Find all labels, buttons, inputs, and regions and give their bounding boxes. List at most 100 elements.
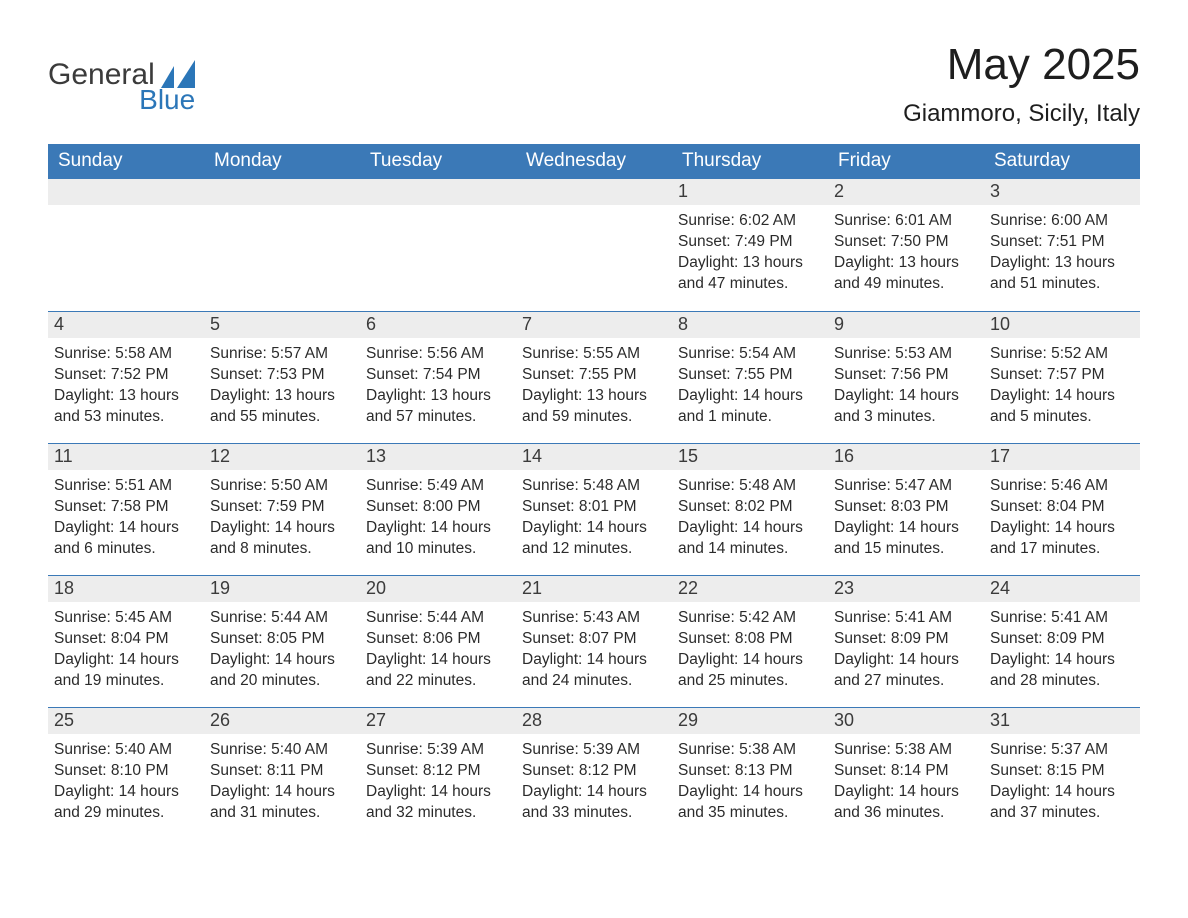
calendar-day: 28Sunrise: 5:39 AMSunset: 8:12 PMDayligh… [516, 708, 672, 834]
day-number: 5 [204, 312, 360, 338]
calendar-day: 13 Sunrise: 5:49 AMSunset: 8:00 PMDayligh… [360, 444, 516, 570]
sunrise-line: Sunrise: 5:48 AM [678, 476, 822, 497]
sunrise-line: Sunrise: 5:41 AM [990, 608, 1134, 629]
calendar-week: 25Sunrise: 5:40 AMSunset: 8:10 PMDayligh… [48, 707, 1140, 839]
calendar-day: 21Sunrise: 5:43 AMSunset: 8:07 PMDayligh… [516, 576, 672, 702]
calendar-day: 8Sunrise: 5:54 AMSunset: 7:55 PMDaylight… [672, 312, 828, 438]
day-number: 14 [516, 444, 672, 470]
weekday-header: Monday [204, 144, 360, 179]
sunrise-line: Sunrise: 5:40 AM [54, 740, 198, 761]
sunset-line: Sunset: 7:57 PM [990, 365, 1134, 386]
calendar-day: 22Sunrise: 5:42 AMSunset: 8:08 PMDayligh… [672, 576, 828, 702]
calendar-day: 1Sunrise: 6:02 AMSunset: 7:49 PMDaylight… [672, 179, 828, 305]
sunrise-line: Sunrise: 5:39 AM [522, 740, 666, 761]
day-number: 10 [984, 312, 1140, 338]
calendar-day: 2Sunrise: 6:01 AMSunset: 7:50 PMDaylight… [828, 179, 984, 305]
daylight-line: Daylight: 14 hours and 33 minutes. [522, 782, 666, 824]
sunrise-line: Sunrise: 5:38 AM [834, 740, 978, 761]
calendar-day: 15Sunrise: 5:48 AMSunset: 8:02 PMDayligh… [672, 444, 828, 570]
title-block: May 2025 Giammoro, Sicily, Italy [903, 40, 1140, 128]
day-number [48, 179, 204, 205]
sunset-line: Sunset: 8:09 PM [834, 629, 978, 650]
sunset-line: Sunset: 8:05 PM [210, 629, 354, 650]
daylight-line: Daylight: 14 hours and 31 minutes. [210, 782, 354, 824]
day-number: 7 [516, 312, 672, 338]
daylight-line: Daylight: 14 hours and 10 minutes. [366, 518, 510, 560]
calendar-week: 1Sunrise: 6:02 AMSunset: 7:49 PMDaylight… [48, 179, 1140, 311]
day-number: 18 [48, 576, 204, 602]
day-number: 6 [360, 312, 516, 338]
daylight-line: Daylight: 14 hours and 19 minutes. [54, 650, 198, 692]
daylight-line: Daylight: 14 hours and 25 minutes. [678, 650, 822, 692]
day-number [516, 179, 672, 205]
calendar-day: 23Sunrise: 5:41 AMSunset: 8:09 PMDayligh… [828, 576, 984, 702]
daylight-line: Daylight: 13 hours and 59 minutes. [522, 386, 666, 428]
sunrise-line: Sunrise: 5:50 AM [210, 476, 354, 497]
calendar-day: 14Sunrise: 5:48 AMSunset: 8:01 PMDayligh… [516, 444, 672, 570]
sunset-line: Sunset: 8:03 PM [834, 497, 978, 518]
day-number: 16 [828, 444, 984, 470]
daylight-line: Daylight: 14 hours and 5 minutes. [990, 386, 1134, 428]
daylight-line: Daylight: 14 hours and 15 minutes. [834, 518, 978, 560]
sunrise-line: Sunrise: 5:52 AM [990, 344, 1134, 365]
sunrise-line: Sunrise: 5:44 AM [366, 608, 510, 629]
sunset-line: Sunset: 8:01 PM [522, 497, 666, 518]
calendar: SundayMondayTuesdayWednesdayThursdayFrid… [48, 144, 1140, 839]
day-number: 19 [204, 576, 360, 602]
calendar-day: 9Sunrise: 5:53 AMSunset: 7:56 PMDaylight… [828, 312, 984, 438]
sunset-line: Sunset: 8:00 PM [366, 497, 510, 518]
daylight-line: Daylight: 14 hours and 8 minutes. [210, 518, 354, 560]
day-number: 8 [672, 312, 828, 338]
calendar-day: 17Sunrise: 5:46 AMSunset: 8:04 PMDayligh… [984, 444, 1140, 570]
day-number [204, 179, 360, 205]
calendar-day: 25Sunrise: 5:40 AMSunset: 8:10 PMDayligh… [48, 708, 204, 834]
calendar-day: 6Sunrise: 5:56 AMSunset: 7:54 PMDaylight… [360, 312, 516, 438]
location-subtitle: Giammoro, Sicily, Italy [903, 100, 1140, 128]
calendar-day: 24Sunrise: 5:41 AMSunset: 8:09 PMDayligh… [984, 576, 1140, 702]
page-title: May 2025 [903, 40, 1140, 90]
sunset-line: Sunset: 7:55 PM [522, 365, 666, 386]
day-number: 23 [828, 576, 984, 602]
daylight-line: Daylight: 14 hours and 20 minutes. [210, 650, 354, 692]
calendar-day: 5Sunrise: 5:57 AMSunset: 7:53 PMDaylight… [204, 312, 360, 438]
daylight-line: Daylight: 14 hours and 24 minutes. [522, 650, 666, 692]
day-number: 13 [360, 444, 516, 470]
calendar-day: 31Sunrise: 5:37 AMSunset: 8:15 PMDayligh… [984, 708, 1140, 834]
day-number: 22 [672, 576, 828, 602]
daylight-line: Daylight: 14 hours and 6 minutes. [54, 518, 198, 560]
sunrise-line: Sunrise: 5:49 AM [366, 476, 510, 497]
sunset-line: Sunset: 7:53 PM [210, 365, 354, 386]
sunrise-line: Sunrise: 5:45 AM [54, 608, 198, 629]
calendar-week: 4Sunrise: 5:58 AMSunset: 7:52 PMDaylight… [48, 311, 1140, 443]
sunset-line: Sunset: 8:13 PM [678, 761, 822, 782]
sunrise-line: Sunrise: 5:39 AM [366, 740, 510, 761]
sunset-line: Sunset: 7:58 PM [54, 497, 198, 518]
sunrise-line: Sunrise: 5:57 AM [210, 344, 354, 365]
daylight-line: Daylight: 14 hours and 28 minutes. [990, 650, 1134, 692]
day-number: 4 [48, 312, 204, 338]
sunset-line: Sunset: 8:12 PM [522, 761, 666, 782]
day-number: 17 [984, 444, 1140, 470]
daylight-line: Daylight: 14 hours and 22 minutes. [366, 650, 510, 692]
daylight-line: Daylight: 13 hours and 49 minutes. [834, 253, 978, 295]
calendar-day-empty [48, 179, 204, 305]
calendar-day: 7Sunrise: 5:55 AMSunset: 7:55 PMDaylight… [516, 312, 672, 438]
calendar-day: 27Sunrise: 5:39 AMSunset: 8:12 PMDayligh… [360, 708, 516, 834]
daylight-line: Daylight: 14 hours and 3 minutes. [834, 386, 978, 428]
sunset-line: Sunset: 7:49 PM [678, 232, 822, 253]
sunset-line: Sunset: 7:55 PM [678, 365, 822, 386]
sunrise-line: Sunrise: 5:48 AM [522, 476, 666, 497]
header-row: General Blue May 2025 Giammoro, Sicily, … [48, 40, 1140, 128]
daylight-line: Daylight: 14 hours and 35 minutes. [678, 782, 822, 824]
daylight-line: Daylight: 13 hours and 47 minutes. [678, 253, 822, 295]
sunrise-line: Sunrise: 6:00 AM [990, 211, 1134, 232]
sunrise-line: Sunrise: 5:54 AM [678, 344, 822, 365]
calendar-day: 16Sunrise: 5:47 AMSunset: 8:03 PMDayligh… [828, 444, 984, 570]
day-number: 1 [672, 179, 828, 205]
calendar-day: 20Sunrise: 5:44 AMSunset: 8:06 PMDayligh… [360, 576, 516, 702]
sunrise-line: Sunrise: 5:58 AM [54, 344, 198, 365]
sunrise-line: Sunrise: 5:46 AM [990, 476, 1134, 497]
sunrise-line: Sunrise: 6:01 AM [834, 211, 978, 232]
calendar-header-row: SundayMondayTuesdayWednesdayThursdayFrid… [48, 144, 1140, 179]
sunrise-line: Sunrise: 5:43 AM [522, 608, 666, 629]
